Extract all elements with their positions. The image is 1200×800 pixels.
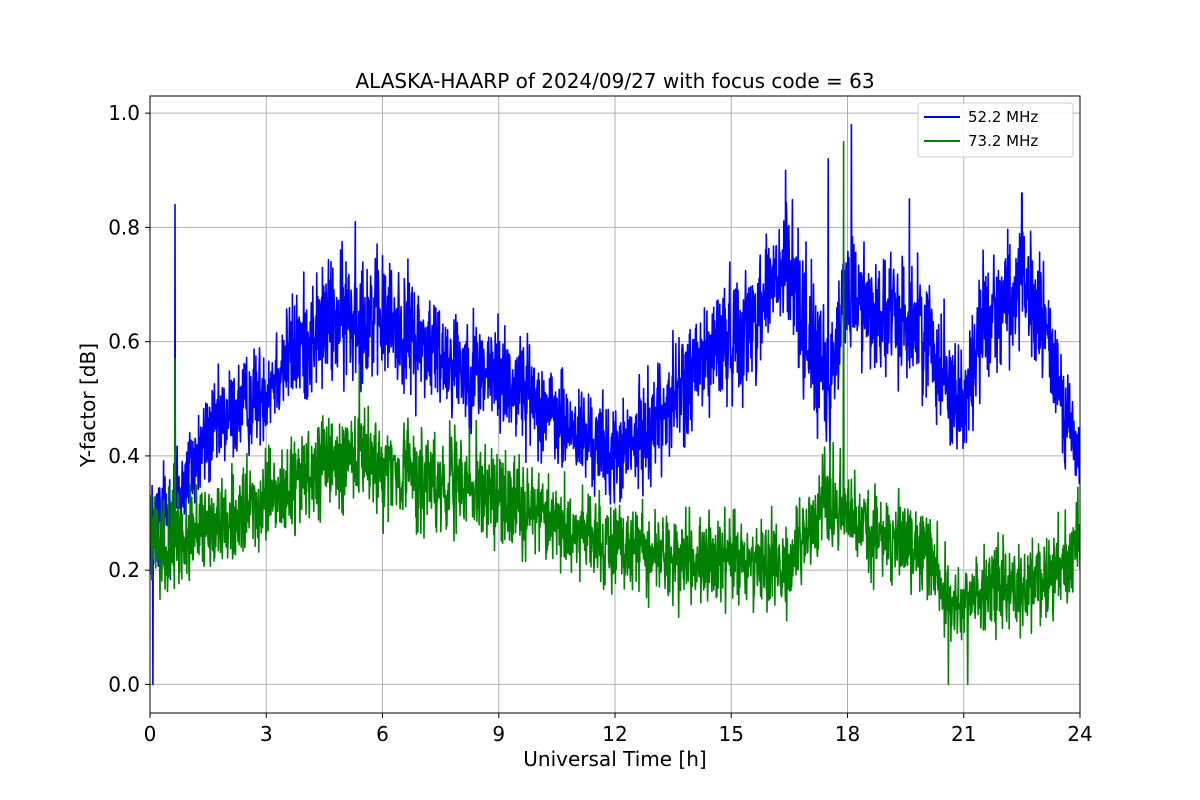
y-tick-label: 0.2: [108, 558, 140, 582]
x-tick-label: 24: [1067, 722, 1092, 746]
x-tick-label: 3: [260, 722, 273, 746]
legend: 52.2 MHz 73.2 MHz: [917, 102, 1074, 158]
y-tick-label: 0.4: [108, 444, 140, 468]
x-tick-label: 21: [951, 722, 976, 746]
plot-area: [150, 123, 1080, 686]
y-tick-label: 0.8: [108, 215, 140, 239]
y-tick-label: 0.6: [108, 330, 140, 354]
y-tick-label: 0.0: [108, 672, 140, 696]
y-tick-label: 1.0: [108, 101, 140, 125]
chart-title: ALASKA-HAARP of 2024/09/27 with focus co…: [355, 69, 874, 93]
x-axis-label: Universal Time [h]: [523, 747, 706, 771]
x-tick-label: 15: [719, 722, 744, 746]
legend-label-52mhz: 52.2 MHz: [968, 108, 1038, 126]
y-axis-label: Y-factor [dB]: [76, 343, 100, 468]
series-line-52mhz: [150, 123, 1080, 686]
x-tick-label: 9: [492, 722, 505, 746]
y-axis: 0.0 0.2 0.4 0.6 0.8 1.0: [108, 101, 150, 696]
x-tick-label: 6: [376, 722, 389, 746]
x-tick-label: 0: [144, 722, 157, 746]
x-tick-label: 18: [835, 722, 860, 746]
x-tick-label: 12: [602, 722, 627, 746]
x-axis: 0 3 6 9 12 15 18 21 24: [144, 713, 1093, 746]
series-line-73mhz: [150, 140, 1080, 686]
legend-label-73mhz: 73.2 MHz: [968, 132, 1038, 150]
